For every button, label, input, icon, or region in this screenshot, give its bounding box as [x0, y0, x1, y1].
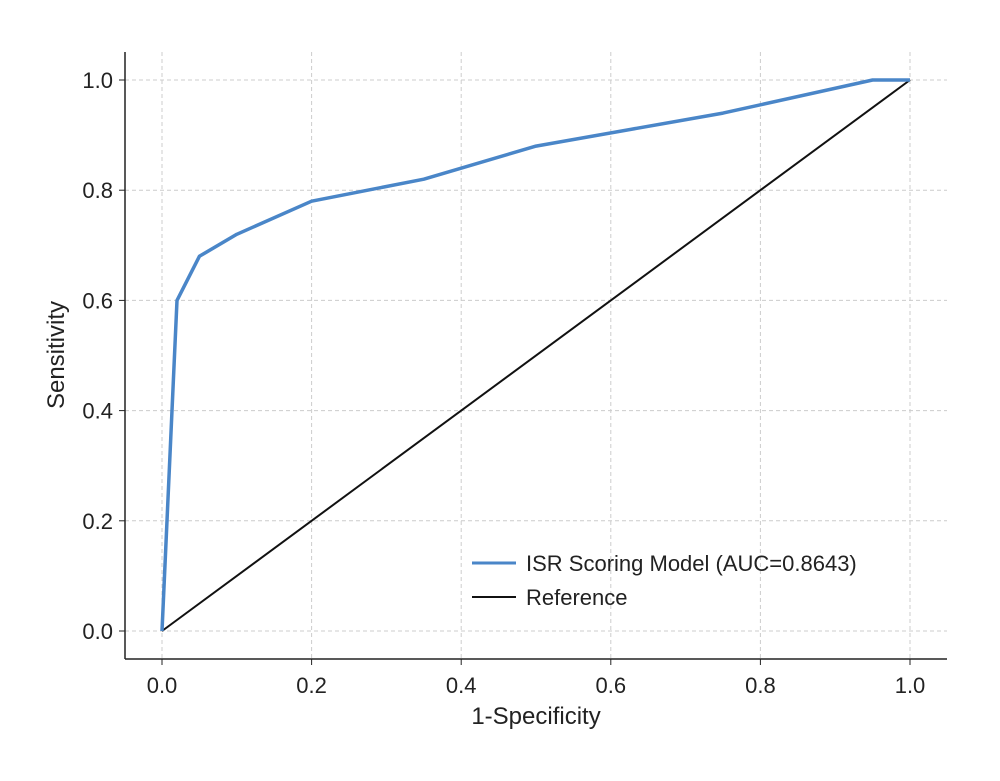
legend-label-model: ISR Scoring Model (AUC=0.8643) — [526, 551, 857, 576]
axes — [119, 52, 947, 665]
roc-curve-line — [160, 78, 910, 632]
x-tick-label: 0.2 — [296, 673, 327, 698]
legend-label-reference: Reference — [526, 585, 628, 610]
y-tick-labels: 0.0 0.2 0.4 0.6 0.8 1.0 — [82, 68, 113, 644]
grid — [125, 52, 947, 659]
x-tick-labels: 0.0 0.2 0.4 0.6 0.8 1.0 — [147, 673, 926, 698]
y-tick-label: 0.8 — [82, 178, 113, 203]
x-tick-label: 0.8 — [745, 673, 776, 698]
x-tick-label: 0.4 — [446, 673, 477, 698]
y-tick-label: 0.2 — [82, 509, 113, 534]
y-tick-label: 0.0 — [82, 619, 113, 644]
x-axis-label: 1-Specificity — [471, 703, 600, 730]
reference-series — [161, 79, 911, 632]
x-tick-label: 0.0 — [147, 673, 178, 698]
y-tick-label: 0.6 — [82, 288, 113, 313]
y-tick-label: 0.4 — [82, 399, 113, 424]
legend: ISR Scoring Model (AUC=0.8643) Reference — [472, 551, 857, 610]
reference-line — [161, 79, 911, 632]
x-tick-label: 0.6 — [596, 673, 627, 698]
y-axis-label: Sensitivity — [43, 301, 70, 409]
model-series — [160, 78, 910, 632]
y-tick-label: 1.0 — [82, 68, 113, 93]
x-tick-label: 1.0 — [895, 673, 926, 698]
